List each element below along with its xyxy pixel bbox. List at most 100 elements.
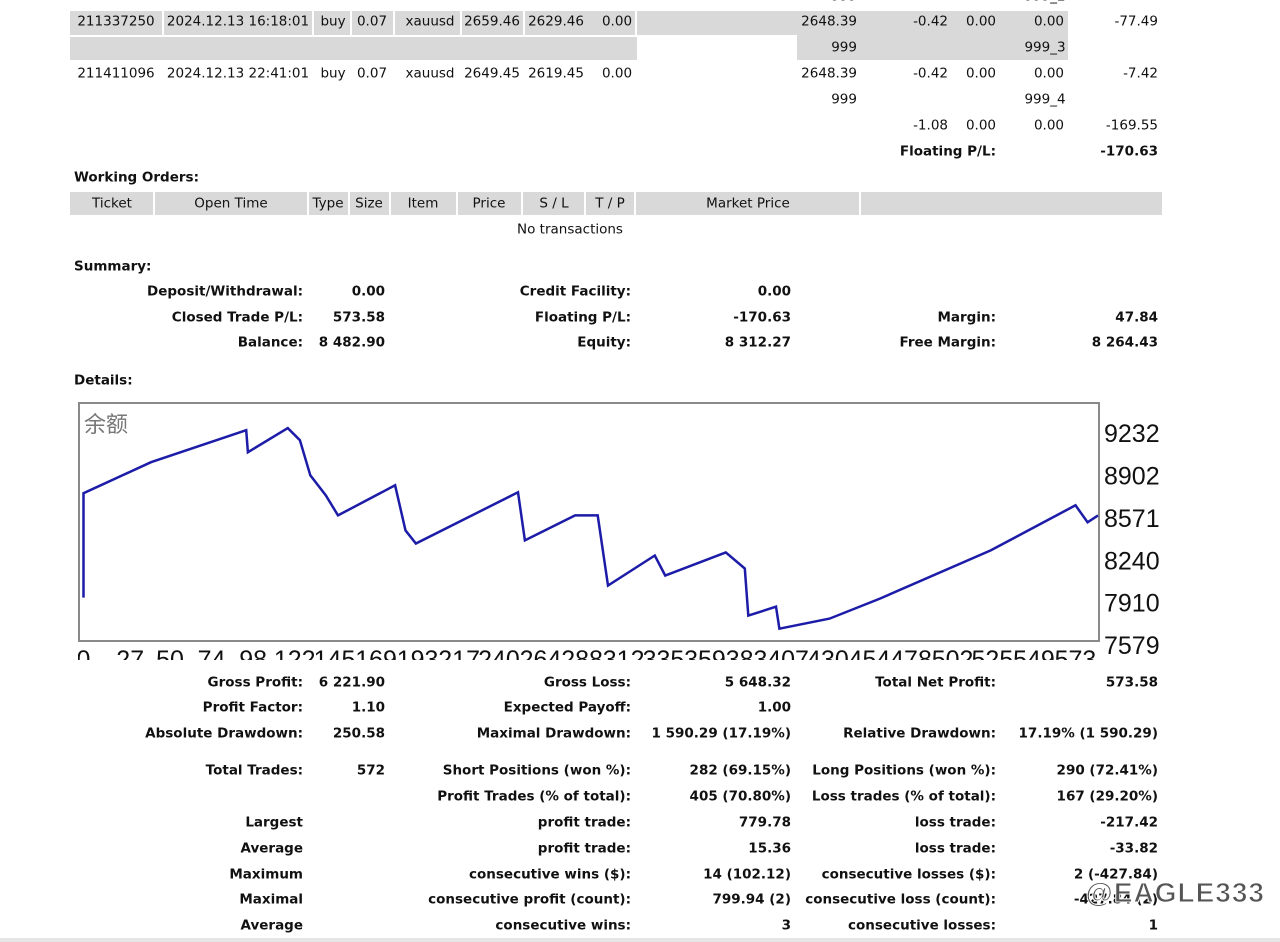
- field-label: Maximum: [229, 866, 303, 883]
- field-label: consecutive wins ($):: [468, 866, 631, 883]
- trade-cell: 2619.45: [528, 65, 584, 82]
- column-header: Size: [355, 195, 383, 212]
- section-title: Details:: [74, 372, 133, 389]
- field-label: Relative Drawdown:: [843, 725, 996, 742]
- field-value: 779.78: [738, 814, 791, 831]
- cell-gap: [153, 192, 155, 215]
- x-tick-label: 573: [1055, 646, 1097, 660]
- trade-cell: xauusd: [405, 13, 455, 30]
- y-tick-label: 7579: [1104, 632, 1160, 660]
- y-tick-label: 8571: [1104, 505, 1160, 533]
- field-label: Gross Profit:: [207, 674, 303, 691]
- section-title: Summary:: [74, 258, 152, 275]
- cell-gap: [637, 35, 797, 60]
- trade-cell: 2629.46: [528, 13, 584, 30]
- field-value: 3: [781, 917, 791, 934]
- field-value: 8 482.90: [318, 334, 385, 351]
- y-tick-label: 7910: [1104, 590, 1160, 618]
- trade-cell: 2024.12.13 16:18:01: [166, 13, 310, 30]
- total: -169.55: [1105, 117, 1158, 134]
- total: -1.08: [913, 117, 948, 134]
- x-tick-label: 359: [684, 646, 726, 660]
- column-header: Item: [407, 195, 439, 212]
- field-label: Margin:: [937, 309, 996, 326]
- field-value: 1.00: [757, 699, 791, 716]
- field-value: 1 590.29 (17.19%): [651, 725, 791, 742]
- x-tick-label: 454: [849, 646, 891, 660]
- field-label: Maximal Drawdown:: [476, 725, 631, 742]
- field-label: profit trade:: [537, 814, 631, 831]
- field-value: -427.84 (2): [1073, 891, 1158, 908]
- comment: 999: [831, 91, 857, 108]
- cell-gap: [456, 192, 458, 215]
- trade-cell: 0.00: [601, 13, 633, 30]
- x-tick-label: 407: [767, 646, 809, 660]
- field-label: Short Positions (won %):: [442, 762, 631, 779]
- field-value: 405 (70.80%): [689, 788, 791, 805]
- cell-gap: [312, 11, 314, 35]
- y-tick-label: 8240: [1104, 547, 1160, 575]
- trade-cell: 2659.46: [464, 13, 520, 30]
- trade-cell: -0.42: [913, 65, 948, 82]
- x-tick-label: 335: [643, 646, 685, 660]
- field-value: 47.84: [1115, 309, 1158, 326]
- bottom-bar: [0, 938, 1280, 942]
- field-label: Average: [240, 840, 303, 857]
- field-label: consecutive loss (count):: [805, 891, 996, 908]
- field-label: Loss trades (% of total):: [811, 788, 996, 805]
- field-label: consecutive wins:: [495, 917, 631, 934]
- comment: 999: [831, 0, 857, 4]
- trade-cell: 0.00: [1033, 13, 1064, 30]
- trade-cell: 0.00: [965, 13, 996, 30]
- comment: 999_3: [1024, 39, 1066, 56]
- x-tick-label: 98: [239, 646, 267, 660]
- column-header: S / L: [539, 195, 569, 212]
- field-value: 250.58: [332, 725, 385, 742]
- section-title: Working Orders:: [74, 169, 199, 186]
- field-label: loss trade:: [914, 840, 996, 857]
- x-tick-label: 0: [78, 646, 90, 660]
- x-tick-label: 549: [1013, 646, 1055, 660]
- x-tick-label: 288: [561, 646, 603, 660]
- comment: 999_4: [1024, 91, 1066, 108]
- field-value: 5 648.32: [724, 674, 791, 691]
- x-tick-label: 478: [890, 646, 932, 660]
- cell-gap: [859, 192, 861, 215]
- trade-cell: -77.49: [1114, 13, 1158, 30]
- y-tick-label: 8902: [1104, 462, 1160, 490]
- floating-label: Floating P/L:: [899, 143, 996, 160]
- field-label: consecutive losses:: [848, 917, 996, 934]
- column-header: Type: [312, 195, 344, 212]
- field-value: 573.58: [332, 309, 385, 326]
- trade-cell: 0.07: [356, 13, 388, 30]
- balance-line: [82, 426, 1099, 631]
- cell-gap: [393, 11, 395, 35]
- trade-cell: 211337250: [77, 13, 155, 30]
- column-header: Price: [472, 195, 506, 212]
- watermark: @EAGLE333: [1085, 877, 1265, 908]
- field-value: 573.58: [1105, 674, 1158, 691]
- cell-gap: [350, 11, 352, 35]
- x-tick-label: 240: [478, 646, 520, 660]
- field-value: 1: [1148, 917, 1158, 934]
- field-label: Equity:: [577, 334, 631, 351]
- field-label: Expected Payoff:: [503, 699, 631, 716]
- trade-cell: 0.00: [1033, 65, 1064, 82]
- x-tick-label: 145: [314, 646, 356, 660]
- field-value: 572: [356, 762, 385, 779]
- field-value: 2 (-427.84): [1073, 866, 1158, 883]
- field-label: Closed Trade P/L:: [171, 309, 303, 326]
- trade-cell: 2649.45: [464, 65, 520, 82]
- trade-cell: 2024.12.13 22:41:01: [166, 65, 310, 82]
- field-value: 0.00: [757, 283, 791, 300]
- cell-gap: [348, 192, 350, 215]
- floating-value: -170.63: [1100, 143, 1158, 160]
- field-label: Free Margin:: [899, 334, 996, 351]
- field-value: 290 (72.41%): [1056, 762, 1158, 779]
- field-label: consecutive losses ($):: [821, 866, 996, 883]
- column-header: T / P: [595, 195, 625, 212]
- x-tick-label: 430: [807, 646, 849, 660]
- trade-cell: 211411096: [77, 65, 155, 82]
